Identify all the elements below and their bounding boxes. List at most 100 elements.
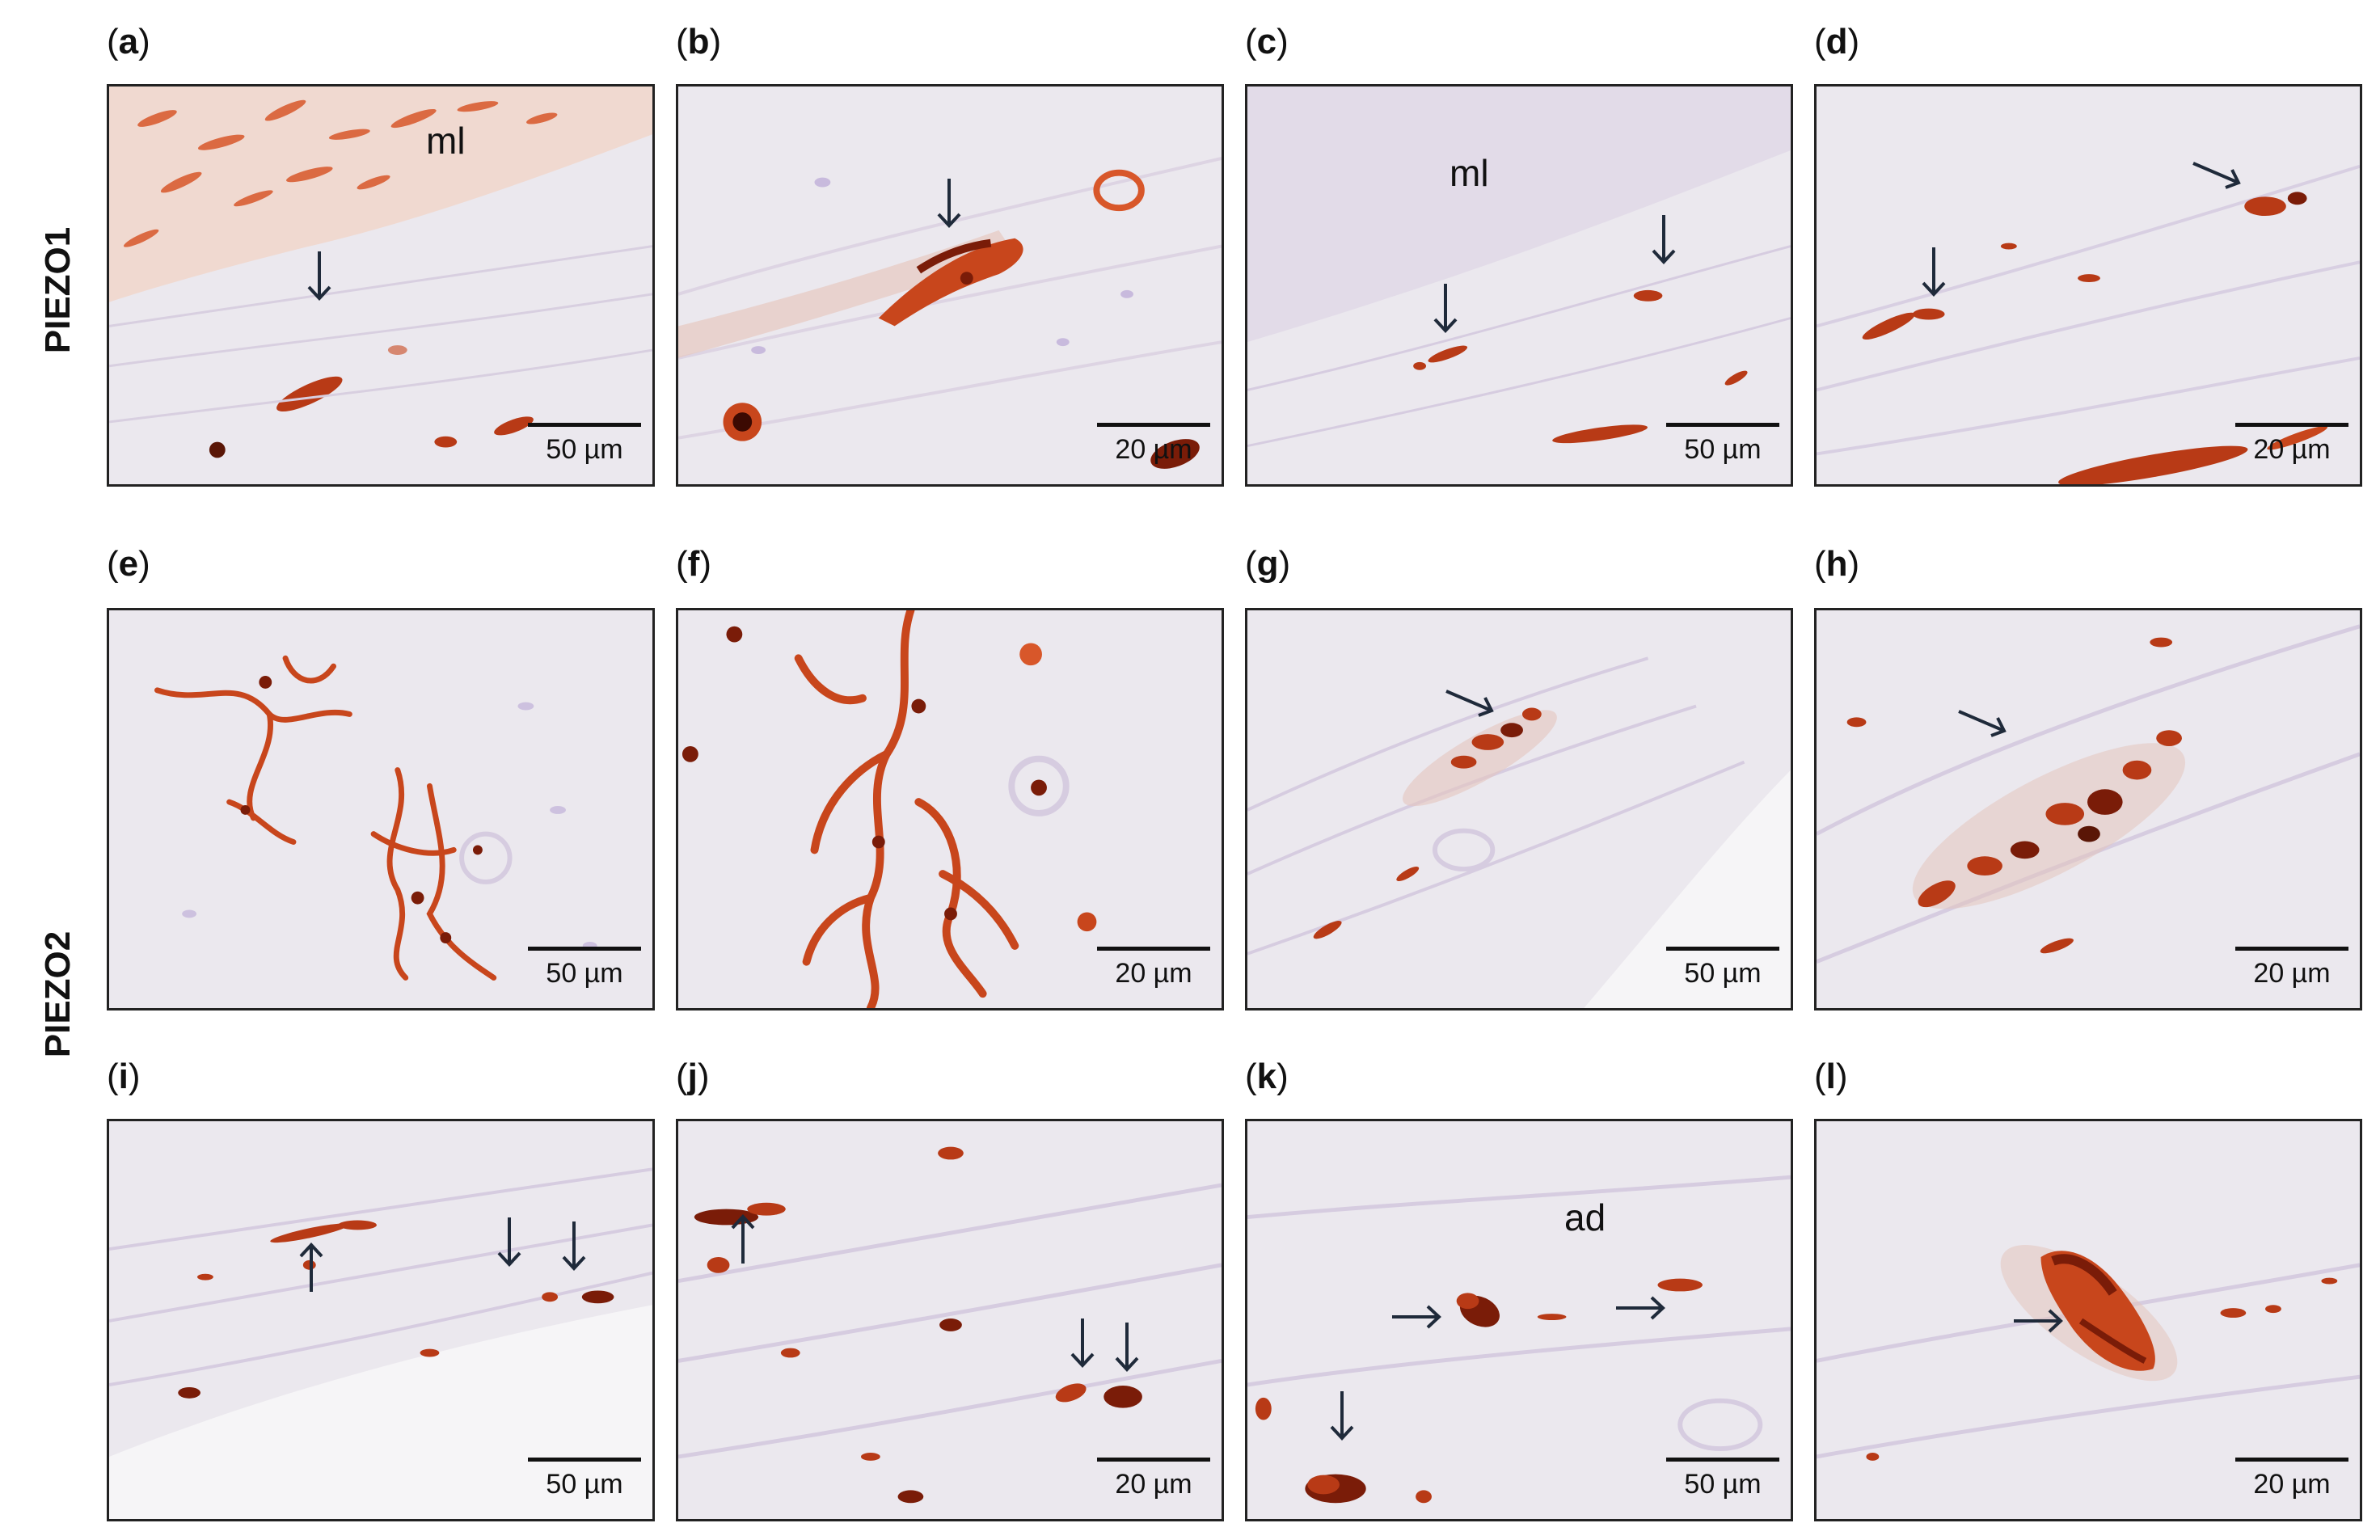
scale-bar-line: [1097, 1458, 1210, 1462]
micrograph-i: [109, 1167, 652, 1519]
scale-bar-h: 20 µm: [2235, 947, 2348, 995]
arrow-down-icon: [1330, 1391, 1354, 1441]
scale-bar-b: 20 µm: [1097, 423, 1210, 471]
arrow-right-down-icon: [1445, 690, 1494, 717]
panel-k: ad 50 µm: [1245, 1119, 1793, 1521]
arrow-right-icon: [1616, 1296, 1665, 1320]
panel-letter-l: l: [1825, 1057, 1836, 1096]
scale-bar-line: [528, 947, 641, 951]
scale-bar-f: 20 µm: [1097, 947, 1210, 995]
scale-bar-line: [2235, 423, 2348, 427]
panel-c: ml 50 µm: [1245, 84, 1793, 487]
scale-bar-line: [528, 1458, 641, 1462]
scale-bar-i: 50 µm: [528, 1458, 641, 1506]
panel-e: 50 µm: [107, 608, 655, 1010]
micrograph-b: [678, 156, 1222, 469]
scale-bar-l: 20 µm: [2235, 1458, 2348, 1506]
scale-bar-line: [1666, 1458, 1779, 1462]
panel-label-c: (c): [1245, 22, 1289, 61]
panel-label-g: (g): [1245, 544, 1291, 584]
scale-bar-line: [1097, 947, 1210, 951]
panel-letter-d: d: [1825, 22, 1848, 61]
scale-bar-text-l: 20 µm: [2253, 1469, 2331, 1500]
panel-label-d: (d): [1814, 22, 1860, 61]
micrograph-l: [1817, 1245, 2360, 1461]
panel-d: 20 µm: [1814, 84, 2362, 487]
region-label-k: ad: [1564, 1196, 1606, 1238]
scale-bar-line: [1666, 947, 1779, 951]
arrow-down-icon: [1115, 1323, 1139, 1372]
scale-bar-line: [528, 423, 641, 427]
panel-l: 20 µm: [1814, 1119, 2362, 1521]
panel-b: 20 µm: [676, 84, 1224, 487]
panel-letter-h: h: [1825, 544, 1848, 584]
micrograph-e: [154, 655, 597, 981]
arrow-down-icon: [937, 179, 961, 228]
scale-bar-text-d: 20 µm: [2253, 434, 2331, 465]
scale-bar-text-b: 20 µm: [1115, 434, 1192, 465]
arrow-down-icon: [1652, 215, 1676, 264]
region-label-c: ml: [1450, 152, 1489, 194]
scale-bar-text-j: 20 µm: [1115, 1469, 1192, 1500]
micrograph-d: [1817, 164, 2360, 484]
micrograph-f: [682, 610, 1097, 1008]
panel-letter-j: j: [687, 1057, 698, 1096]
arrow-down-icon: [562, 1221, 586, 1271]
micrograph-k: [1247, 1175, 1791, 1504]
arrow-up-icon: [299, 1243, 323, 1292]
micrograph-c: [1247, 86, 1791, 448]
panel-label-e: (e): [107, 544, 150, 584]
scale-bar-text-k: 50 µm: [1684, 1469, 1762, 1500]
scale-bar-text-e: 50 µm: [546, 958, 623, 989]
row-label-piezo2-text: PIEZO2: [38, 930, 78, 1058]
arrow-down-icon: [307, 251, 331, 301]
panel-letter-e: e: [118, 544, 139, 584]
panel-label-i: (i): [107, 1057, 141, 1096]
arrow-up-icon: [731, 1214, 755, 1264]
panel-letter-g: g: [1256, 544, 1279, 584]
panel-f: 20 µm: [676, 608, 1224, 1010]
panel-letter-b: b: [687, 22, 710, 61]
scale-bar-k: 50 µm: [1666, 1458, 1779, 1506]
arrow-right-down-icon: [2192, 162, 2241, 189]
arrow-right-icon: [2014, 1309, 2063, 1333]
panel-letter-c: c: [1256, 22, 1277, 61]
arrow-down-icon: [1070, 1318, 1095, 1368]
panel-h: 20 µm: [1814, 608, 2362, 1010]
scale-bar-a: 50 µm: [528, 423, 641, 471]
region-label-a: ml: [426, 120, 466, 162]
panel-a: ml 50 µm: [107, 84, 655, 487]
panel-label-k: (k): [1245, 1057, 1289, 1096]
scale-bar-line: [2235, 1458, 2348, 1462]
scale-bar-e: 50 µm: [528, 947, 641, 995]
arrow-down-icon: [1433, 284, 1458, 333]
panel-j: 20 µm: [676, 1119, 1224, 1521]
panel-letter-k: k: [1256, 1057, 1277, 1096]
panel-letter-f: f: [687, 544, 700, 584]
panel-label-b: (b): [676, 22, 722, 61]
panel-label-l: (l): [1814, 1057, 1848, 1096]
scale-bar-text-i: 50 µm: [546, 1469, 623, 1500]
panel-label-a: (a): [107, 22, 150, 61]
panel-letter-a: a: [118, 22, 139, 61]
panel-label-f: (f): [676, 544, 711, 584]
scale-bar-text-g: 50 µm: [1684, 958, 1762, 989]
arrow-down-icon: [497, 1217, 521, 1267]
panel-g: 50 µm: [1245, 608, 1793, 1010]
scale-bar-j: 20 µm: [1097, 1458, 1210, 1506]
arrow-right-icon: [1392, 1305, 1441, 1329]
scale-bar-line: [1097, 423, 1210, 427]
scale-bar-line: [2235, 947, 2348, 951]
panel-label-h: (h): [1814, 544, 1860, 584]
panel-label-j: (j): [676, 1057, 710, 1096]
scale-bar-text-f: 20 µm: [1115, 958, 1192, 989]
arrow-down-icon: [1922, 247, 1946, 297]
scale-bar-g: 50 µm: [1666, 947, 1779, 995]
scale-bar-text-h: 20 µm: [2253, 958, 2331, 989]
arrow-right-down-icon: [1958, 710, 2007, 737]
micrograph-a: [109, 86, 652, 458]
panel-i: 50 µm: [107, 1119, 655, 1521]
scale-bar-text-c: 50 µm: [1684, 434, 1762, 465]
scale-bar-c: 50 µm: [1666, 423, 1779, 471]
scale-bar-text-a: 50 µm: [546, 434, 623, 465]
